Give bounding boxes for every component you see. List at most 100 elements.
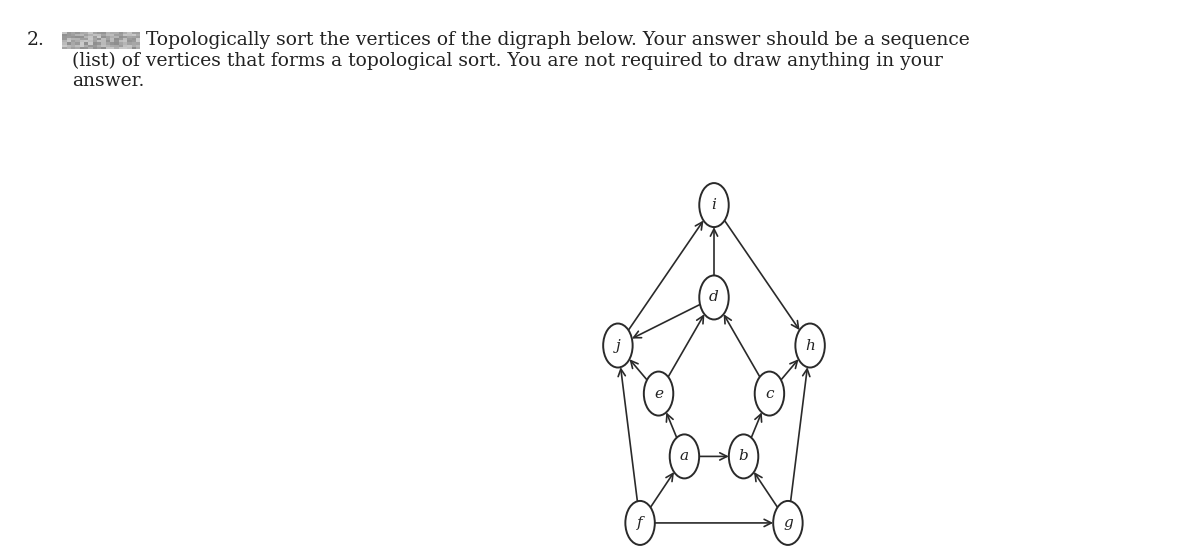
Bar: [71, 43, 76, 45]
Ellipse shape: [644, 372, 673, 416]
Bar: [84, 45, 89, 46]
Bar: [76, 32, 79, 34]
Bar: [62, 46, 67, 49]
Bar: [67, 40, 71, 43]
Bar: [124, 40, 127, 43]
Bar: [114, 45, 119, 46]
Bar: [132, 32, 136, 34]
Bar: [79, 34, 84, 36]
Text: i: i: [712, 198, 716, 212]
Text: c: c: [766, 386, 774, 400]
Bar: [62, 40, 67, 43]
Bar: [106, 45, 110, 46]
Bar: [97, 38, 101, 40]
Bar: [101, 34, 106, 36]
Bar: [127, 32, 132, 34]
Text: 2.: 2.: [26, 31, 44, 49]
Bar: [114, 34, 119, 36]
Bar: [62, 43, 67, 45]
Bar: [76, 45, 79, 46]
Bar: [67, 34, 71, 36]
Bar: [62, 34, 67, 36]
Bar: [124, 46, 127, 49]
Bar: [119, 40, 124, 43]
Ellipse shape: [796, 324, 824, 367]
Bar: [97, 40, 101, 43]
Bar: [71, 46, 76, 49]
Bar: [127, 36, 132, 38]
Ellipse shape: [755, 372, 784, 416]
Bar: [97, 32, 101, 34]
Bar: [132, 40, 136, 43]
Bar: [136, 46, 140, 49]
Bar: [67, 43, 71, 45]
Bar: [79, 36, 84, 38]
Bar: [136, 40, 140, 43]
Bar: [110, 36, 114, 38]
Bar: [71, 40, 76, 43]
Bar: [136, 43, 140, 45]
Bar: [101, 38, 106, 40]
Bar: [89, 40, 92, 43]
Bar: [127, 34, 132, 36]
Bar: [132, 46, 136, 49]
Bar: [127, 46, 132, 49]
Bar: [67, 45, 71, 46]
Bar: [71, 32, 76, 34]
Bar: [89, 34, 92, 36]
Bar: [62, 36, 67, 38]
Bar: [101, 45, 106, 46]
Bar: [106, 38, 110, 40]
Bar: [84, 46, 89, 49]
Bar: [106, 34, 110, 36]
Text: d: d: [709, 291, 719, 305]
Bar: [101, 43, 106, 45]
Bar: [101, 46, 106, 49]
Bar: [110, 34, 114, 36]
Bar: [67, 36, 71, 38]
Bar: [79, 46, 84, 49]
Ellipse shape: [670, 435, 700, 478]
Bar: [132, 36, 136, 38]
Bar: [67, 38, 71, 40]
Text: (list) of vertices that forms a topological sort. You are not required to draw a: (list) of vertices that forms a topologi…: [72, 52, 943, 70]
Bar: [124, 34, 127, 36]
Bar: [62, 45, 67, 46]
Text: Topologically sort the vertices of the digraph below. Your answer should be a se: Topologically sort the vertices of the d…: [146, 31, 970, 49]
Bar: [106, 43, 110, 45]
Bar: [79, 32, 84, 34]
Bar: [106, 32, 110, 34]
Bar: [132, 43, 136, 45]
Bar: [119, 45, 124, 46]
Bar: [124, 43, 127, 45]
Bar: [124, 32, 127, 34]
Bar: [127, 40, 132, 43]
Bar: [67, 32, 71, 34]
Ellipse shape: [604, 324, 632, 367]
Bar: [110, 45, 114, 46]
Text: e: e: [654, 386, 664, 400]
Bar: [92, 40, 97, 43]
Bar: [119, 38, 124, 40]
Bar: [110, 32, 114, 34]
Bar: [89, 36, 92, 38]
Bar: [114, 38, 119, 40]
Bar: [89, 46, 92, 49]
Text: f: f: [637, 516, 643, 530]
Bar: [119, 43, 124, 45]
Text: a: a: [680, 449, 689, 464]
Bar: [97, 36, 101, 38]
Bar: [114, 36, 119, 38]
Bar: [89, 43, 92, 45]
Ellipse shape: [773, 501, 803, 545]
Bar: [84, 32, 89, 34]
Bar: [101, 36, 106, 38]
Bar: [92, 36, 97, 38]
Bar: [89, 38, 92, 40]
Bar: [132, 34, 136, 36]
Text: h: h: [805, 338, 815, 353]
Bar: [76, 40, 79, 43]
Text: answer.: answer.: [72, 72, 144, 90]
Bar: [136, 34, 140, 36]
Bar: [79, 40, 84, 43]
